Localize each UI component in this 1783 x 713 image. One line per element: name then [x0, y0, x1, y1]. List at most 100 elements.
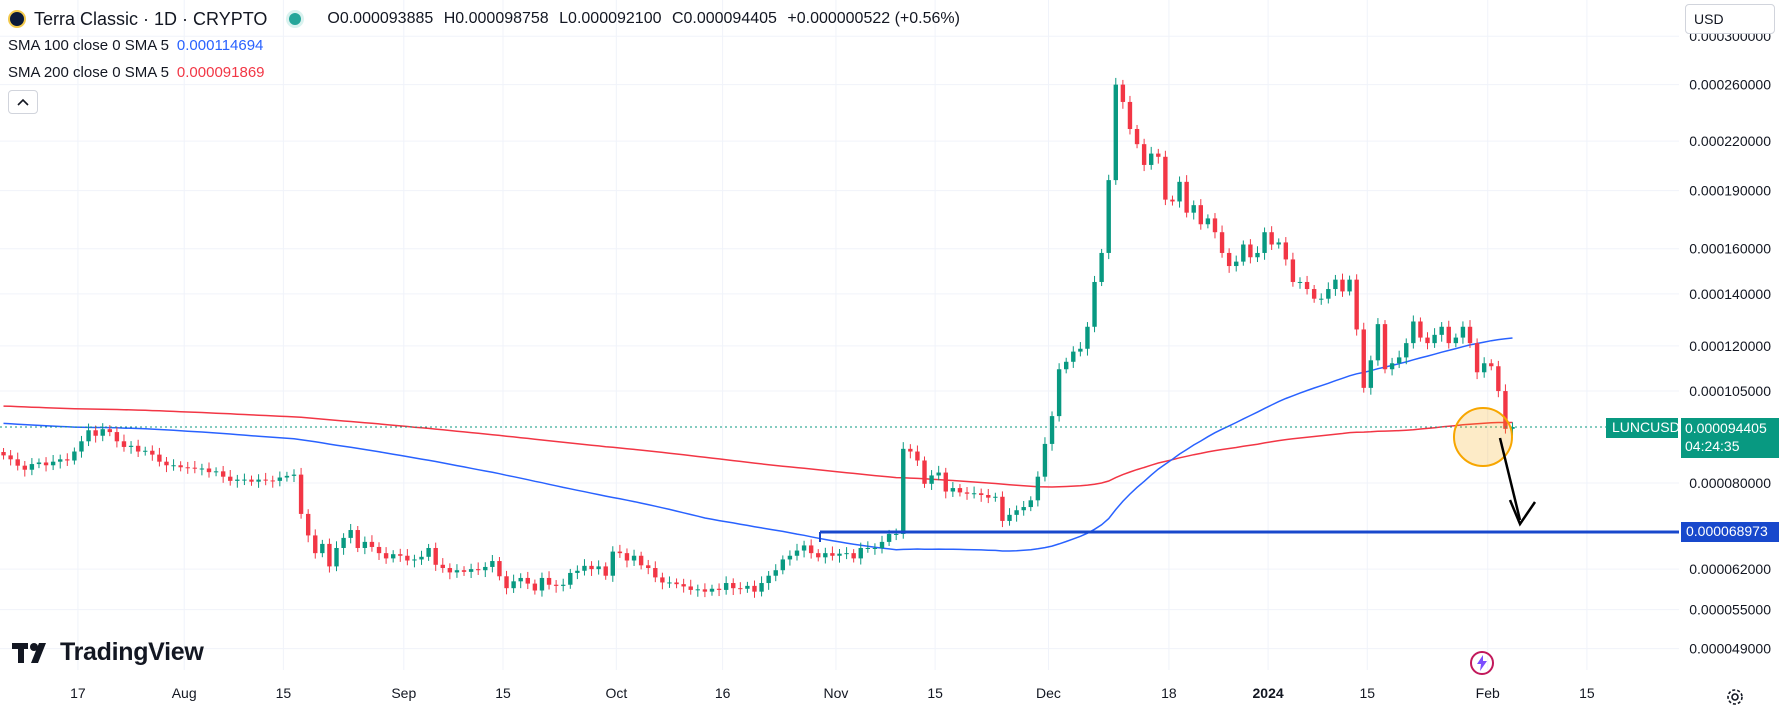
candle	[1, 448, 6, 460]
candle	[291, 469, 297, 483]
candle	[638, 551, 644, 570]
candle	[1418, 317, 1423, 342]
candle	[128, 441, 134, 454]
market-open-icon	[289, 13, 302, 25]
candle	[823, 547, 828, 564]
candlestick-series	[1, 77, 1515, 598]
candle	[369, 535, 375, 552]
candle	[270, 475, 275, 488]
candle	[86, 423, 91, 447]
candle	[334, 541, 339, 572]
candle	[1439, 322, 1444, 342]
candle	[1474, 338, 1480, 380]
candle	[1191, 200, 1196, 220]
candle	[1496, 360, 1501, 398]
highlight-circle	[1453, 407, 1513, 467]
candle	[461, 566, 467, 576]
candle	[893, 528, 899, 541]
currency-value: USD	[1694, 11, 1724, 27]
candle	[490, 555, 495, 573]
gear-icon[interactable]	[1724, 686, 1746, 708]
candle	[121, 434, 127, 452]
price-tick-label: 0.000140000	[1689, 286, 1771, 302]
candle	[1340, 273, 1345, 297]
candle	[1141, 138, 1147, 172]
candle	[709, 584, 715, 596]
indicator-label: SMA 100 close 0 SMA 5	[8, 37, 169, 54]
candle	[476, 562, 481, 575]
candle	[277, 471, 283, 487]
candle	[1134, 124, 1140, 149]
candle	[993, 492, 998, 502]
price-tick-label: 0.000049000	[1689, 641, 1771, 657]
candle	[178, 461, 183, 472]
currency-select[interactable]: USD	[1685, 4, 1775, 34]
flash-icon[interactable]	[1469, 650, 1495, 676]
candle	[440, 558, 445, 573]
candle	[298, 467, 304, 519]
candle	[830, 546, 835, 561]
candle	[1375, 318, 1381, 366]
candle	[745, 581, 750, 593]
candle	[837, 548, 842, 563]
candle	[872, 543, 878, 555]
collapse-legend-button[interactable]	[8, 90, 38, 114]
time-tick-label: 15	[495, 685, 511, 701]
candle	[313, 529, 318, 559]
candle	[235, 474, 240, 488]
candle	[405, 549, 410, 566]
candle	[454, 564, 460, 578]
candle	[1453, 333, 1459, 348]
candle	[1170, 195, 1175, 206]
candle	[22, 460, 27, 477]
time-tick-label: Sep	[391, 685, 416, 701]
time-axis: 17 Aug 15 Sep 15 Oct 16 Nov 15 Dec 18 2024 15 Feb 15	[70, 685, 1595, 701]
candle	[327, 538, 332, 573]
time-tick-label: Feb	[1476, 685, 1500, 701]
candle	[1198, 199, 1203, 230]
indicator-value: 0.000114694	[176, 37, 264, 54]
candle	[716, 583, 722, 597]
symbol-row: Terra Classic · 1D · CRYPTO O0.000093885…	[8, 6, 966, 32]
candle	[674, 578, 679, 589]
candle	[915, 445, 920, 466]
candle	[143, 446, 148, 456]
candle	[79, 435, 84, 458]
candle	[1396, 350, 1402, 369]
candle	[610, 546, 615, 582]
candle	[192, 460, 198, 474]
candle	[412, 554, 417, 568]
candle	[1212, 213, 1218, 239]
candle	[1404, 338, 1409, 365]
candle	[1425, 332, 1430, 350]
candle	[908, 444, 913, 459]
candle	[1078, 342, 1083, 357]
candle	[646, 559, 651, 575]
tradingview-watermark[interactable]: TradingView	[12, 638, 204, 667]
candle	[305, 509, 311, 543]
candle	[936, 465, 941, 481]
indicator-sma-100[interactable]: SMA 100 close 0 SMA 5 0.000114694	[8, 32, 966, 59]
candle	[553, 580, 559, 593]
chart-grid	[0, 0, 1679, 670]
price-tick-label: 0.000055000	[1689, 602, 1771, 618]
candle	[1099, 248, 1104, 287]
candle	[1311, 285, 1317, 303]
candle	[1361, 322, 1366, 393]
candle	[879, 535, 885, 554]
candle	[1113, 77, 1118, 185]
sma-100-line	[3, 337, 1513, 552]
candle	[1127, 95, 1133, 135]
candle	[589, 561, 594, 576]
candle	[468, 563, 474, 578]
candle	[865, 541, 871, 553]
price-tick-label: 0.000260000	[1689, 77, 1771, 93]
candle	[320, 539, 325, 558]
indicator-sma-200[interactable]: SMA 200 close 0 SMA 5 0.000091869	[8, 59, 966, 86]
high-value: H0.000098758	[443, 10, 549, 27]
candle	[497, 557, 502, 581]
candle	[1382, 320, 1388, 374]
symbol-title[interactable]: Terra Classic · 1D · CRYPTO	[34, 8, 268, 29]
support-level-label: 0.000068973	[1681, 522, 1779, 542]
candle	[504, 570, 509, 595]
